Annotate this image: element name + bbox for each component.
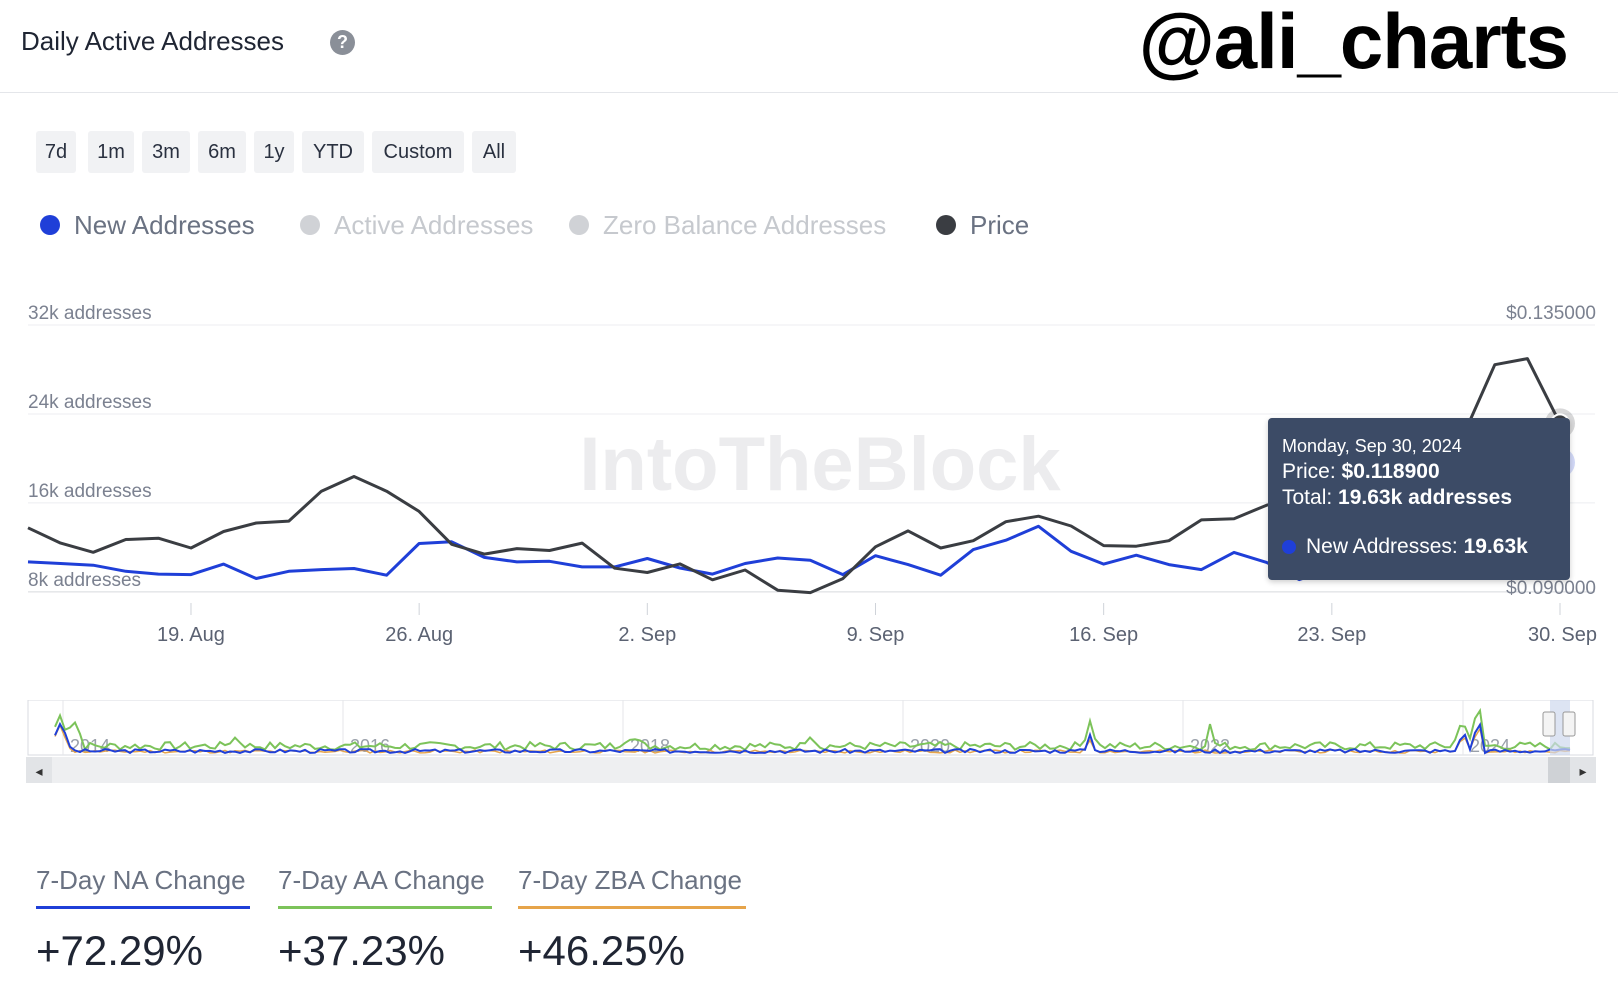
range-button-3m[interactable]: 3m: [142, 131, 190, 173]
stat-label: 7-Day AA Change: [278, 865, 485, 895]
legend-item-new-addresses[interactable]: New Addresses: [40, 210, 255, 241]
legend-label: Price: [970, 210, 1030, 240]
scroll-right-icon: ▸: [1579, 763, 1586, 779]
range-button-ytd[interactable]: YTD: [302, 131, 364, 173]
stat-label: 7-Day ZBA Change: [518, 865, 743, 895]
range-button-1m[interactable]: 1m: [88, 131, 134, 173]
left-axis-label: 8k addresses: [28, 570, 141, 591]
stat-aa-change: 7-Day AA Change +37.23%: [278, 865, 492, 975]
stat-na-change: 7-Day NA Change +72.29%: [36, 865, 250, 975]
navigator[interactable]: 2014 2016 2018 2020 2022 2024 ◂ ▸: [0, 700, 1618, 790]
x-axis-label: 9. Sep: [847, 624, 905, 646]
stat-value: +72.29%: [36, 927, 203, 974]
legend-item-price[interactable]: Price: [936, 210, 1029, 241]
stat-underline: [36, 906, 250, 909]
navigator-scrollbar-thumb[interactable]: [1548, 757, 1572, 783]
left-axis-label: 32k addresses: [28, 303, 152, 324]
x-axis-label: 16. Sep: [1069, 624, 1138, 646]
navigator-year-label: 2014: [70, 736, 110, 756]
stat-zba-change: 7-Day ZBA Change +46.25%: [518, 865, 746, 975]
left-axis-label: 24k addresses: [28, 392, 152, 413]
header: Daily Active Addresses ? @ali_charts: [0, 0, 1618, 93]
scroll-left-button[interactable]: [26, 757, 52, 783]
tooltip-total: Total: 19.63k addresses: [1282, 486, 1512, 509]
watermark-handle: @ali_charts: [1138, 0, 1569, 85]
navigator-handle-left[interactable]: [1542, 711, 1556, 737]
chart-watermark: IntoTheBlock: [579, 422, 1061, 507]
x-axis-label: 30. Sep: [1528, 624, 1597, 646]
range-button-custom[interactable]: Custom: [372, 131, 464, 173]
range-button-1y[interactable]: 1y: [254, 131, 294, 173]
navigator-frame: [27, 700, 1594, 756]
navigator-handle-right[interactable]: [1562, 711, 1576, 737]
chart-tooltip: Monday, Sep 30, 2024 Price: $0.118900 To…: [1268, 418, 1570, 580]
scroll-left-icon: ◂: [35, 763, 42, 779]
right-axis-label: $0.135000: [1506, 303, 1596, 324]
legend-label: New Addresses: [74, 210, 255, 240]
range-button-all[interactable]: All: [472, 131, 516, 173]
legend-dot: [569, 215, 589, 236]
stat-label: 7-Day NA Change: [36, 865, 246, 895]
tooltip-series-dot: [1282, 540, 1296, 554]
left-axis-label: 16k addresses: [28, 481, 152, 502]
right-axis-label: $0.090000: [1506, 578, 1596, 599]
legend-dot: [300, 215, 320, 236]
navigator-year-label: 2022: [1190, 736, 1230, 756]
tooltip-price: Price: $0.118900: [1282, 460, 1440, 483]
page-title: Daily Active Addresses: [21, 26, 285, 56]
tooltip-new-addresses: New Addresses: 19.63k: [1282, 535, 1528, 559]
navigator-active-line: [54, 707, 1571, 752]
x-axis-label: 2. Sep: [618, 624, 676, 646]
scroll-right-button[interactable]: [1570, 757, 1596, 783]
legend-label: Zero Balance Addresses: [603, 210, 887, 240]
legend-item-zero-balance-addresses[interactable]: Zero Balance Addresses: [569, 210, 886, 241]
legend-dot: [936, 215, 956, 236]
x-axis-label: 23. Sep: [1297, 624, 1366, 646]
legend-label: Active Addresses: [334, 210, 534, 240]
legend-item-active-addresses[interactable]: Active Addresses: [300, 210, 533, 241]
range-button-6m[interactable]: 6m: [198, 131, 246, 173]
navigator-new-line: [54, 721, 1571, 755]
tooltip-date: Monday, Sep 30, 2024: [1282, 436, 1462, 456]
stat-underline: [278, 906, 492, 909]
x-axis-label: 19. Aug: [157, 624, 225, 646]
stat-value: +37.23%: [278, 927, 445, 974]
x-axis-label: 26. Aug: [385, 624, 453, 646]
navigator-scrollbar[interactable]: [26, 757, 1596, 783]
stat-value: +46.25%: [518, 927, 685, 974]
legend-dot: [40, 215, 60, 236]
help-icon[interactable]: ?: [330, 30, 355, 55]
stat-underline: [518, 906, 746, 909]
range-button-7d[interactable]: 7d: [36, 131, 76, 173]
